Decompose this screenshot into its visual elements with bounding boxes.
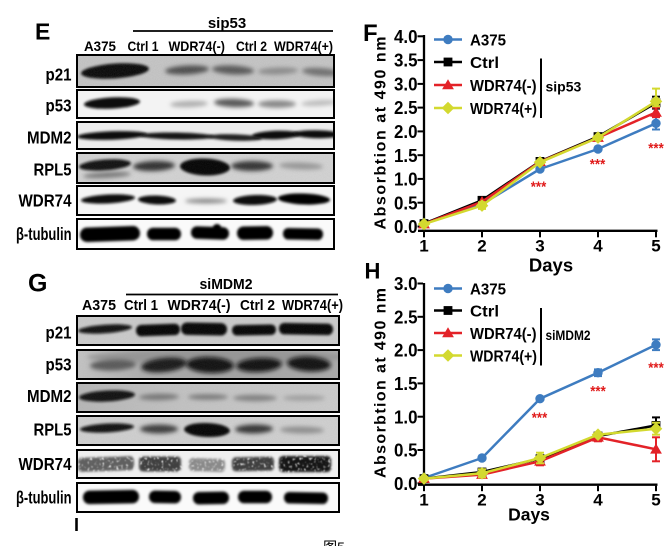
svg-text:WDR74(+): WDR74(+) [274,38,333,54]
svg-text:WDR74(-): WDR74(-) [168,38,225,54]
svg-text:Ctrl: Ctrl [470,303,499,320]
svg-text:Ctrl 1: Ctrl 1 [128,38,159,54]
svg-text:***: *** [531,180,547,196]
svg-text:siMDM2: siMDM2 [546,327,591,343]
svg-text:Absorbtion at 490 nm: Absorbtion at 490 nm [373,288,390,478]
svg-text:WDR74(+): WDR74(+) [282,298,343,314]
svg-text:***: *** [590,384,606,400]
svg-text:Days: Days [529,255,573,276]
svg-text:WDR74: WDR74 [19,191,72,211]
svg-text:***: *** [648,141,664,157]
svg-text:3.0: 3.0 [394,273,418,294]
svg-text:Ctrl 1: Ctrl 1 [124,298,158,314]
svg-text:sip53: sip53 [208,15,246,32]
svg-text:***: *** [648,361,664,377]
svg-text:0.5: 0.5 [394,192,418,213]
svg-text:2.0: 2.0 [394,340,418,361]
svg-text:MDM2: MDM2 [27,128,72,148]
svg-text:p53: p53 [46,355,72,375]
svg-text:2: 2 [477,237,486,256]
svg-text:Ctrl 2: Ctrl 2 [236,38,267,54]
svg-text:4.0: 4.0 [394,26,418,47]
svg-text:WDR74(+): WDR74(+) [470,348,537,365]
svg-text:p21: p21 [46,323,72,343]
svg-text:3.0: 3.0 [394,73,418,94]
svg-text:β-tubulin: β-tubulin [16,488,72,508]
svg-text:3.5: 3.5 [394,50,418,71]
svg-text:WDR74: WDR74 [19,454,72,474]
svg-text:5: 5 [651,237,660,256]
svg-text:1: 1 [419,491,428,510]
svg-text:1.0: 1.0 [394,169,418,190]
svg-text:1: 1 [419,237,428,256]
svg-text:0.5: 0.5 [394,440,418,461]
svg-text:H: H [365,259,381,284]
svg-text:Days: Days [508,505,550,525]
svg-text:E: E [35,18,50,44]
svg-text:RPL5: RPL5 [34,160,72,180]
svg-text:0.0: 0.0 [394,216,418,237]
svg-text:***: *** [532,411,548,427]
svg-text:A375: A375 [84,38,116,54]
svg-text:3: 3 [535,237,544,256]
svg-text:p21: p21 [46,65,72,85]
svg-text:2.5: 2.5 [394,306,418,327]
svg-text:MDM2: MDM2 [27,386,72,406]
svg-text:2.5: 2.5 [394,97,418,118]
svg-text:Absorbtion at 490 nm: Absorbtion at 490 nm [373,37,390,230]
svg-text:Ctrl: Ctrl [470,55,499,72]
svg-text:4: 4 [593,491,603,510]
svg-text:siMDM2: siMDM2 [200,276,253,293]
svg-text:A375: A375 [82,298,116,314]
svg-text:5: 5 [651,491,660,510]
svg-text:β-tubulin: β-tubulin [16,224,72,244]
svg-text:1.0: 1.0 [394,406,418,427]
svg-text:RPL5: RPL5 [34,420,72,440]
svg-text:3: 3 [535,491,544,510]
svg-text:G: G [28,270,47,298]
svg-text:2: 2 [477,491,486,510]
svg-text:1.5: 1.5 [394,373,418,394]
svg-text:A375: A375 [470,281,506,298]
svg-text:1.5: 1.5 [394,145,418,166]
svg-text:0.0: 0.0 [394,473,418,494]
svg-text:4: 4 [593,237,603,256]
svg-text:p53: p53 [46,96,72,116]
svg-text:Ctrl 2: Ctrl 2 [240,298,275,314]
svg-text:图5: 图5 [323,539,345,546]
svg-text:WDR74(-): WDR74(-) [470,78,537,95]
svg-text:WDR74(-): WDR74(-) [470,326,537,343]
svg-text:WDR74(+): WDR74(+) [470,101,537,118]
svg-text:A375: A375 [470,32,506,49]
svg-text:I: I [74,515,79,535]
svg-text:WDR74(-): WDR74(-) [168,298,231,314]
svg-text:F: F [363,20,378,47]
svg-text:sip53: sip53 [546,79,582,95]
svg-text:2.0: 2.0 [394,121,418,142]
svg-text:***: *** [590,157,606,173]
